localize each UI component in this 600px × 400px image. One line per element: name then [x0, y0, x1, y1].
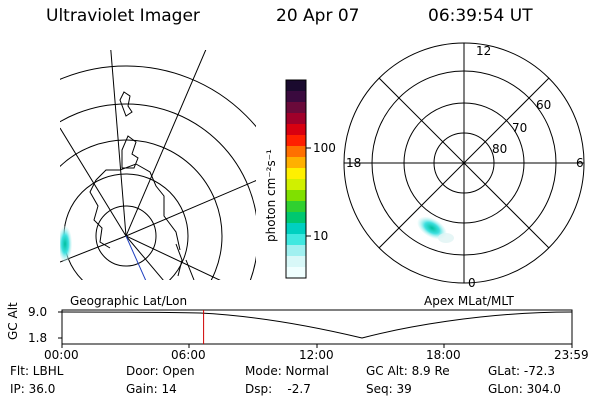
gcalt-info: GC Alt: 8.9 Re	[366, 364, 450, 378]
mlat-label-60: 60	[536, 98, 552, 112]
terminator-line	[125, 235, 147, 280]
mlt-diagonal	[378, 77, 550, 249]
filter-info: Flt: LBHL	[10, 364, 64, 378]
colorbar-segment	[286, 124, 306, 136]
mlt-label-12: 12	[476, 44, 492, 58]
gain-info: Gain: 14	[126, 382, 177, 396]
ytick-label-9: 9.0	[28, 305, 48, 319]
colorbar-segment	[286, 146, 306, 158]
colorbar-segment	[286, 245, 306, 257]
colorbar-segment	[286, 179, 306, 191]
colorbar-segment	[286, 256, 306, 268]
colorbar-segment	[286, 212, 306, 224]
polar-aurora-tail	[438, 233, 454, 243]
meridian-line	[125, 235, 221, 280]
colorbar-tick-label-10: 10	[313, 229, 329, 243]
colorbar-segment	[286, 113, 306, 125]
time-label: 06:39:54 UT	[428, 6, 533, 26]
meridian-line	[125, 180, 256, 237]
xtick-label-0000: 00:00	[44, 348, 79, 362]
mlt-label-0: 0	[468, 276, 476, 290]
colorbar-segment	[286, 190, 306, 202]
lat-circle	[95, 205, 157, 267]
mlt-label-6: 6	[576, 156, 584, 170]
colorbar-segment	[286, 135, 306, 147]
glat-info: GLat: -72.3	[488, 364, 555, 378]
geo-frame	[60, 50, 256, 280]
colorbar-segment	[286, 234, 306, 246]
colorbar-frame	[285, 79, 307, 279]
lat-circle	[60, 103, 256, 280]
date-label: 20 Apr 07	[276, 6, 360, 26]
colorbar-segment	[286, 80, 306, 92]
colorbar-segment	[286, 223, 306, 235]
colorbar-unit-label: photon cm⁻²s⁻¹	[264, 149, 278, 242]
colorbar-segment	[286, 267, 306, 279]
xtick-label-0600: 06:00	[171, 348, 206, 362]
meridian-line	[125, 235, 164, 280]
instrument-title: Ultraviolet Imager	[46, 6, 200, 26]
door-info: Door: Open	[126, 364, 195, 378]
ip-info: IP: 36.0	[10, 382, 56, 396]
polar-panel-label: Apex MLat/MLT	[424, 294, 514, 308]
meridian-line	[125, 50, 207, 237]
xtick-label-2359: 23:59	[554, 348, 589, 362]
meridian-line	[60, 127, 127, 237]
lat-circle	[60, 65, 256, 128]
xtick-label-1800: 18:00	[426, 348, 461, 362]
mlt-label-18: 18	[346, 156, 362, 170]
geo-panel-label: Geographic Lat/Lon	[70, 294, 188, 308]
meridian-line	[110, 50, 127, 237]
seq-info: Seq: 39	[366, 382, 412, 396]
colorbar	[286, 80, 306, 279]
colorbar-segment	[286, 157, 306, 169]
mlat-label-70: 70	[512, 121, 528, 135]
colorbar-segment	[286, 168, 306, 180]
colorbar-segment	[286, 91, 306, 103]
dsp-info: Dsp: -2.7	[245, 382, 311, 396]
timeline-ylabel: GC Alt	[6, 302, 20, 340]
polar-aurora-emission	[417, 216, 447, 240]
mlat-label-80: 80	[492, 142, 508, 156]
coastline	[89, 91, 195, 280]
mode-info: Mode: Normal	[245, 364, 329, 378]
glon-info: GLon: 304.0	[488, 382, 561, 396]
meridian-line	[60, 235, 127, 263]
colorbar-tick-label-100: 100	[313, 141, 336, 155]
xtick-label-1200: 12:00	[299, 348, 334, 362]
altitude-curve	[61, 311, 573, 339]
colorbar-segment	[286, 102, 306, 114]
aurora-emission	[60, 226, 72, 262]
ytick-label-1-8: 1.8	[28, 331, 48, 345]
colorbar-segment	[286, 201, 306, 213]
